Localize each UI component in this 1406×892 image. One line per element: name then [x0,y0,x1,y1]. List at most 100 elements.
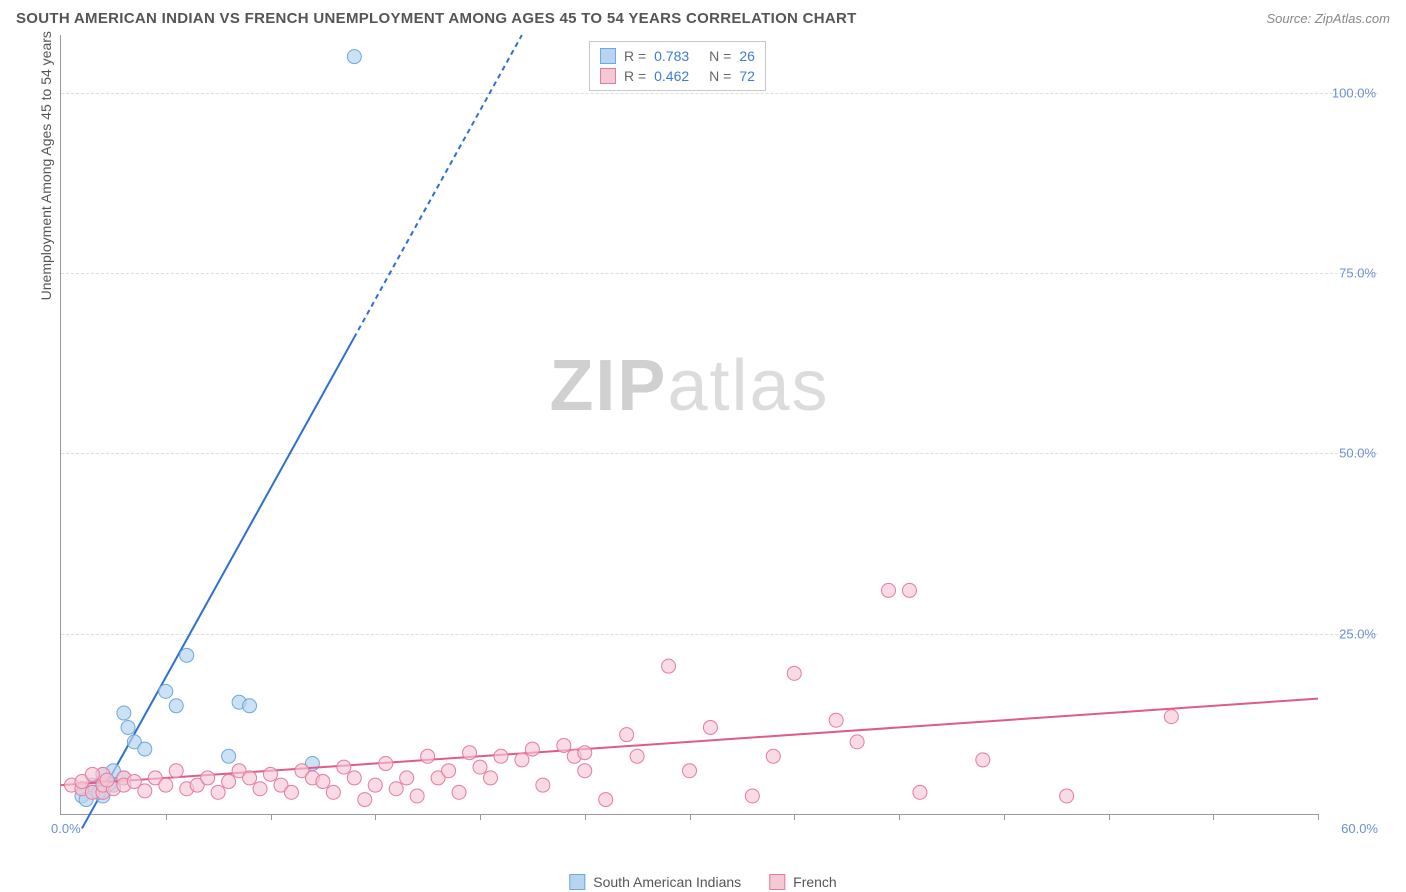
x-tick [1004,814,1005,820]
x-tick [690,814,691,820]
data-point [358,793,372,807]
data-point [882,583,896,597]
legend-series-item: French [769,874,837,890]
series-legend: South American Indians French [569,874,836,890]
data-point [578,746,592,760]
y-axis-label: Unemployment Among Ages 45 to 54 years [38,31,54,300]
legend-series-name: French [793,874,837,890]
data-point [201,771,215,785]
data-point [683,764,697,778]
data-point [253,782,267,796]
chart-title: SOUTH AMERICAN INDIAN VS FRENCH UNEMPLOY… [16,10,857,27]
data-point [368,778,382,792]
x-tick [899,814,900,820]
data-point [463,746,477,760]
data-point [243,771,257,785]
data-point [452,785,466,799]
data-point [703,720,717,734]
data-point [222,775,236,789]
data-point [389,782,403,796]
data-point [515,753,529,767]
data-point [850,735,864,749]
data-point [138,784,152,798]
n-value: 26 [739,48,755,64]
x-tick [375,814,376,820]
x-tick [585,814,586,820]
data-point [169,764,183,778]
legend-series-item: South American Indians [569,874,741,890]
data-point [1060,789,1074,803]
data-point [138,742,152,756]
trend-line-dashed [354,35,522,338]
x-min-label: 0.0% [51,821,81,836]
data-point [494,749,508,763]
data-point [347,771,361,785]
data-point [787,666,801,680]
data-point [536,778,550,792]
legend-swatch [569,874,585,890]
data-point [85,767,99,781]
data-point [745,789,759,803]
x-tick [1318,814,1319,820]
data-point [662,659,676,673]
data-point [599,793,613,807]
data-point [264,767,278,781]
legend-swatch [769,874,785,890]
data-point [913,785,927,799]
data-point [222,749,236,763]
data-point [421,749,435,763]
legend-swatch [600,68,616,84]
data-point [829,713,843,727]
data-point [578,764,592,778]
data-point [316,775,330,789]
legend-stat-row: R = 0.462 N = 72 [600,66,755,86]
data-point [326,785,340,799]
data-point [121,720,135,734]
x-tick [166,814,167,820]
data-point [100,773,114,787]
y-tick-label: 25.0% [1339,626,1376,641]
n-label: N = [709,68,731,84]
scatter-svg [61,35,1318,814]
data-point [976,753,990,767]
data-point [180,648,194,662]
data-point [483,771,497,785]
data-point [902,583,916,597]
x-tick [1109,814,1110,820]
y-tick-label: 75.0% [1339,266,1376,281]
legend-stat-row: R = 0.783 N = 26 [600,46,755,66]
data-point [347,50,361,64]
r-label: R = [624,48,646,64]
data-point [630,749,644,763]
data-point [159,684,173,698]
r-value: 0.783 [654,48,689,64]
x-tick [794,814,795,820]
source-name: ZipAtlas.com [1315,11,1390,26]
data-point [117,706,131,720]
r-label: R = [624,68,646,84]
trend-line [82,338,354,828]
legend-swatch [600,48,616,64]
y-tick-label: 100.0% [1332,85,1376,100]
x-tick [480,814,481,820]
data-point [620,728,634,742]
source-attribution: Source: ZipAtlas.com [1266,11,1390,26]
n-label: N = [709,48,731,64]
correlation-legend: R = 0.783 N = 26 R = 0.462 N = 72 [589,41,766,91]
data-point [1164,710,1178,724]
x-tick [1213,814,1214,820]
data-point [243,699,257,713]
source-label: Source: [1266,11,1314,26]
x-tick [271,814,272,820]
r-value: 0.462 [654,68,689,84]
data-point [766,749,780,763]
y-tick-label: 50.0% [1339,446,1376,461]
n-value: 72 [739,68,755,84]
data-point [442,764,456,778]
data-point [557,738,571,752]
data-point [525,742,539,756]
plot-area: ZIPatlas 25.0%50.0%75.0%100.0% 0.0% 60.0… [60,35,1318,815]
data-point [410,789,424,803]
data-point [211,785,225,799]
data-point [337,760,351,774]
